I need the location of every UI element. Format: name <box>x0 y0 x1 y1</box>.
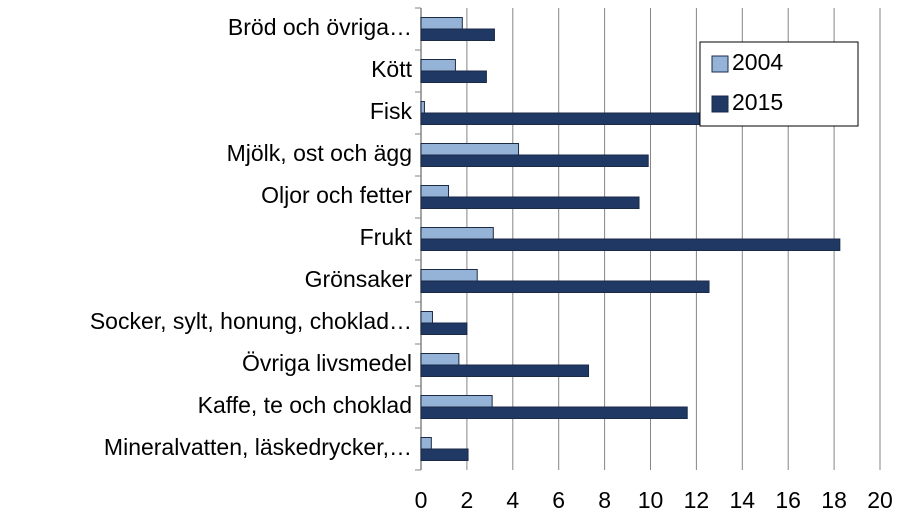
x-tick-label: 14 <box>730 487 756 513</box>
bar <box>420 238 841 251</box>
x-tick-label: 20 <box>867 487 893 513</box>
legend-label: 2004 <box>732 49 783 75</box>
bar <box>420 364 590 377</box>
y-tick-label: Övriga livsmedel <box>242 350 412 376</box>
bar <box>420 143 520 156</box>
legend-label: 2015 <box>732 89 783 115</box>
bar <box>420 269 478 282</box>
x-tick-label: 4 <box>506 487 519 513</box>
bar <box>420 17 463 30</box>
bar <box>420 28 495 41</box>
legend-swatch <box>711 55 729 73</box>
y-tick-label: Mjölk, ost och ägg <box>227 140 412 166</box>
x-tick-label: 16 <box>775 487 801 513</box>
y-tick-label: Frukt <box>360 224 413 250</box>
x-tick-label: 0 <box>415 487 428 513</box>
bar <box>420 196 640 209</box>
y-tick-label: Bröd och övriga… <box>228 14 412 40</box>
bar <box>420 154 649 167</box>
bar <box>420 101 425 114</box>
y-tick-label: Kött <box>371 56 413 82</box>
legend-swatch <box>711 95 729 113</box>
y-tick-label: Fisk <box>370 98 413 124</box>
y-tick-label: Socker, sylt, honung, choklad… <box>90 308 412 334</box>
bar <box>420 311 433 324</box>
y-tick-label: Kaffe, te och choklad <box>198 392 412 418</box>
y-tick-label: Oljor och fetter <box>261 182 412 208</box>
x-tick-label: 18 <box>821 487 847 513</box>
bar <box>420 353 460 366</box>
x-tick-label: 12 <box>684 487 710 513</box>
x-tick-label: 8 <box>598 487 611 513</box>
bar <box>420 112 709 125</box>
x-tick-label: 6 <box>552 487 565 513</box>
bar <box>420 70 487 83</box>
bar <box>420 185 450 198</box>
bar <box>420 395 493 408</box>
bar <box>420 406 688 419</box>
x-tick-label: 10 <box>638 487 664 513</box>
bar <box>420 227 494 240</box>
x-tick-label: 2 <box>461 487 474 513</box>
bar <box>420 437 432 450</box>
bar <box>420 448 469 461</box>
bar <box>420 322 468 335</box>
bar <box>420 59 456 72</box>
y-tick-label: Mineralvatten, läskedrycker,… <box>104 434 412 460</box>
bar <box>420 280 710 293</box>
y-tick-label: Grönsaker <box>305 266 413 292</box>
